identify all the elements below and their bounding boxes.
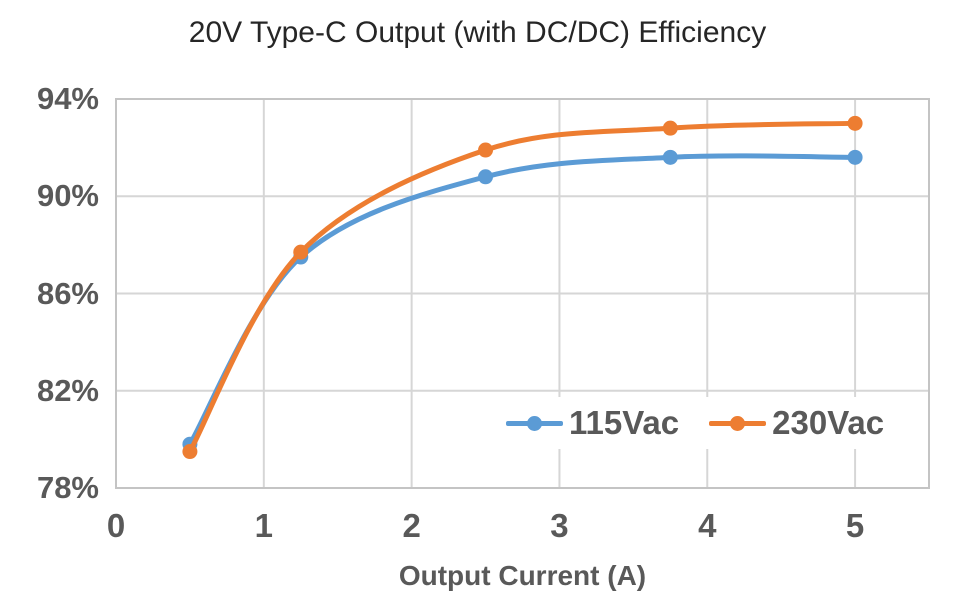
plot-border <box>115 98 930 489</box>
x-tick-label-1: 1 <box>254 507 273 544</box>
legend-line-dot-icon <box>709 415 767 431</box>
data-point-230vac <box>478 142 494 158</box>
y-tick-label-90%: 90% <box>36 178 99 214</box>
x-tick-label-5: 5 <box>845 507 865 544</box>
chart-legend: 115Vac 230Vac <box>494 397 895 449</box>
legend-item-230vac: 230Vac <box>709 403 884 443</box>
data-point-230vac <box>293 244 309 260</box>
y-tick-label-86%: 86% <box>36 275 99 311</box>
x-tick-label-0: 0 <box>106 507 126 544</box>
data-point-230vac <box>662 120 678 136</box>
data-point-115vac <box>478 169 494 185</box>
x-tick-label-2: 2 <box>402 507 421 544</box>
legend-label: 115Vac <box>569 404 680 441</box>
legend-item-115vac: 115Vac <box>506 403 679 443</box>
data-point-230vac <box>847 115 863 131</box>
y-tick-label-94%: 94% <box>36 81 99 116</box>
data-point-115vac <box>847 149 863 165</box>
x-axis-title: Output Current (A) <box>398 560 647 591</box>
y-tick-label-82%: 82% <box>36 372 99 408</box>
x-tick-label-3: 3 <box>550 507 569 544</box>
legend-line-dot-icon <box>506 415 563 431</box>
chart-title: 20V Type-C Output (with DC/DC) Efficienc… <box>188 16 767 49</box>
data-point-115vac <box>662 149 678 165</box>
x-tick-label-4: 4 <box>698 507 717 544</box>
y-tick-label-78%: 78% <box>36 470 99 505</box>
data-point-230vac <box>182 444 198 460</box>
legend-label: 230Vac <box>772 404 885 441</box>
